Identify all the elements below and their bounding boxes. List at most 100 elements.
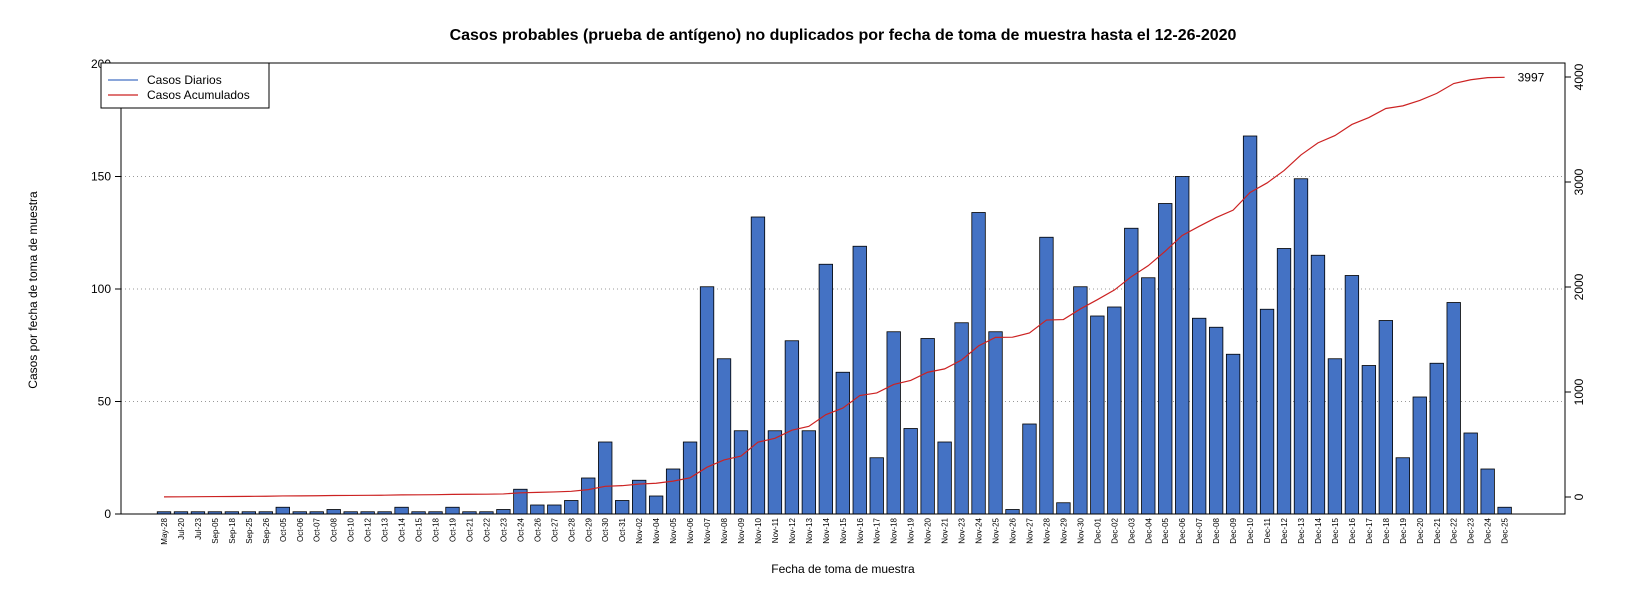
x-tick-label: Dec-24	[1484, 517, 1493, 543]
bar-Dec-14	[1310, 254, 1326, 515]
x-tick-label: Sep-26	[262, 517, 271, 543]
x-tick-label: Oct-28	[567, 517, 576, 542]
x-tick-label: Oct-12	[364, 517, 373, 542]
bar-Dec-13	[1293, 178, 1309, 515]
x-tick-label: Nov-05	[669, 517, 678, 543]
x-tick-label: Oct-22	[482, 517, 491, 542]
bar-Dec-08	[1208, 326, 1224, 515]
bar-Nov-20	[920, 338, 935, 515]
x-tick-label: Dec-02	[1110, 517, 1119, 543]
y-tick-label: 150	[91, 170, 111, 184]
bar-Oct-19	[445, 506, 460, 515]
bar-Dec-24	[1480, 468, 1495, 515]
x-tick-label: Oct-30	[601, 517, 610, 542]
x-tick-label: Oct-05	[279, 517, 288, 542]
x-tick-label: Nov-24	[975, 517, 984, 543]
bar-Dec-01	[1090, 315, 1105, 515]
gridlines	[121, 176, 1565, 402]
cumulative-line	[163, 76, 1505, 498]
x-tick-label: Dec-13	[1297, 517, 1306, 543]
x-tick-label: Dec-12	[1280, 517, 1289, 543]
bar-Dec-05	[1158, 203, 1173, 515]
chart-title: Casos probables (prueba de antígeno) no …	[450, 27, 1237, 44]
x-tick-label: Oct-14	[398, 517, 407, 542]
y-axis-left: 050100150200	[91, 57, 121, 521]
x-tick-label: Dec-07	[1195, 517, 1204, 543]
x-tick-label: Oct-15	[415, 517, 424, 542]
x-tick-label: Dec-23	[1467, 517, 1476, 543]
x-tick-label: Nov-14	[822, 517, 831, 543]
x-tick-label: Dec-01	[1093, 517, 1102, 543]
y2-tick-label: 4000	[1572, 63, 1586, 90]
x-tick-label: Nov-18	[890, 517, 899, 543]
bar-Nov-27	[1022, 423, 1037, 515]
bar-Dec-19	[1395, 457, 1410, 515]
bar-Dec-25	[1497, 506, 1512, 515]
bar-Nov-15	[835, 371, 850, 515]
bar-Nov-10	[750, 216, 766, 515]
bar-Nov-21	[937, 441, 952, 515]
legend-box	[100, 62, 270, 109]
bar-Nov-19	[903, 428, 918, 515]
x-tick-label: Nov-17	[873, 517, 882, 543]
bar-Nov-09	[733, 430, 749, 515]
x-tick-label: Oct-27	[550, 517, 559, 542]
bar-Oct-29	[581, 477, 596, 515]
bar-Oct-14	[394, 506, 409, 515]
x-tick-label: Nov-26	[1009, 517, 1018, 543]
bar-Dec-09	[1225, 353, 1241, 515]
x-tick-label: Oct-19	[448, 517, 457, 542]
bar-Nov-26	[1005, 509, 1020, 515]
y2-tick-label: 1000	[1572, 378, 1586, 405]
x-tick-label: Dec-06	[1178, 517, 1187, 543]
bar-Nov-07	[699, 286, 715, 515]
x-tick-label: Nov-21	[941, 517, 950, 543]
bar-Oct-30	[598, 441, 613, 515]
x-tick-label: Oct-08	[330, 517, 339, 542]
x-tick-label: Dec-05	[1161, 517, 1170, 543]
x-tick-label: Nov-30	[1076, 517, 1085, 543]
x-tick-label: Nov-25	[992, 517, 1001, 543]
bar-Nov-11	[767, 430, 783, 515]
bar-Nov-02	[632, 479, 647, 515]
y-tick-label: 50	[98, 395, 112, 409]
x-tick-label: Dec-09	[1229, 517, 1238, 543]
x-tick-label: Nov-06	[686, 517, 695, 543]
x-tick-label: Oct-13	[381, 517, 390, 542]
y2-tick-label: 0	[1572, 493, 1586, 500]
x-tick-label: Nov-16	[856, 517, 865, 543]
x-tick-label: Jul-23	[194, 517, 203, 539]
bar-Nov-28	[1039, 236, 1054, 515]
x-tick-label: Oct-06	[296, 517, 305, 542]
x-axis-title: Fecha de toma de muestra	[771, 562, 915, 576]
y2-tick-label: 2000	[1572, 273, 1586, 300]
y-axis-title: Casos por fecha de toma de muestra	[26, 191, 40, 389]
x-tick-label: Oct-10	[347, 517, 356, 542]
x-tick-label: Dec-19	[1399, 517, 1408, 543]
x-tick-label: Sep-18	[228, 517, 237, 543]
x-tick-label: Dec-11	[1263, 517, 1272, 543]
bar-Nov-23	[954, 322, 969, 515]
bar-Nov-29	[1056, 502, 1071, 515]
bar-Nov-05	[665, 468, 681, 515]
x-tick-label: Oct-31	[618, 517, 627, 542]
bar-Dec-04	[1141, 277, 1156, 515]
x-tick-label: Dec-25	[1501, 517, 1510, 543]
x-tick-label: Nov-28	[1042, 517, 1051, 543]
x-axis: May-28 Jul-20 Jul-23 Sep-05 Sep-18 Sep-25 Sep-…	[160, 517, 1510, 544]
bar-Oct-31	[615, 500, 630, 515]
legend-label-daily: Casos Diarios	[147, 73, 222, 87]
legend-label-cumulative: Casos Acumulados	[147, 88, 250, 102]
x-tick-label: Dec-04	[1144, 517, 1153, 543]
bar-Nov-04	[648, 495, 664, 515]
y2-tick-label: 3000	[1572, 168, 1586, 195]
bar-Oct-27	[547, 504, 562, 515]
y-axis-right: 0 1000 2000 3000 4000	[1565, 63, 1586, 500]
x-tick-label: Nov-19	[907, 517, 916, 543]
x-tick-label: Sep-05	[211, 517, 220, 543]
x-tick-label: Nov-23	[958, 517, 967, 543]
x-tick-label: Oct-21	[465, 517, 474, 542]
x-tick-label: Nov-08	[720, 517, 729, 543]
x-tick-label: Dec-08	[1212, 517, 1221, 543]
bar-Nov-18	[886, 331, 901, 515]
